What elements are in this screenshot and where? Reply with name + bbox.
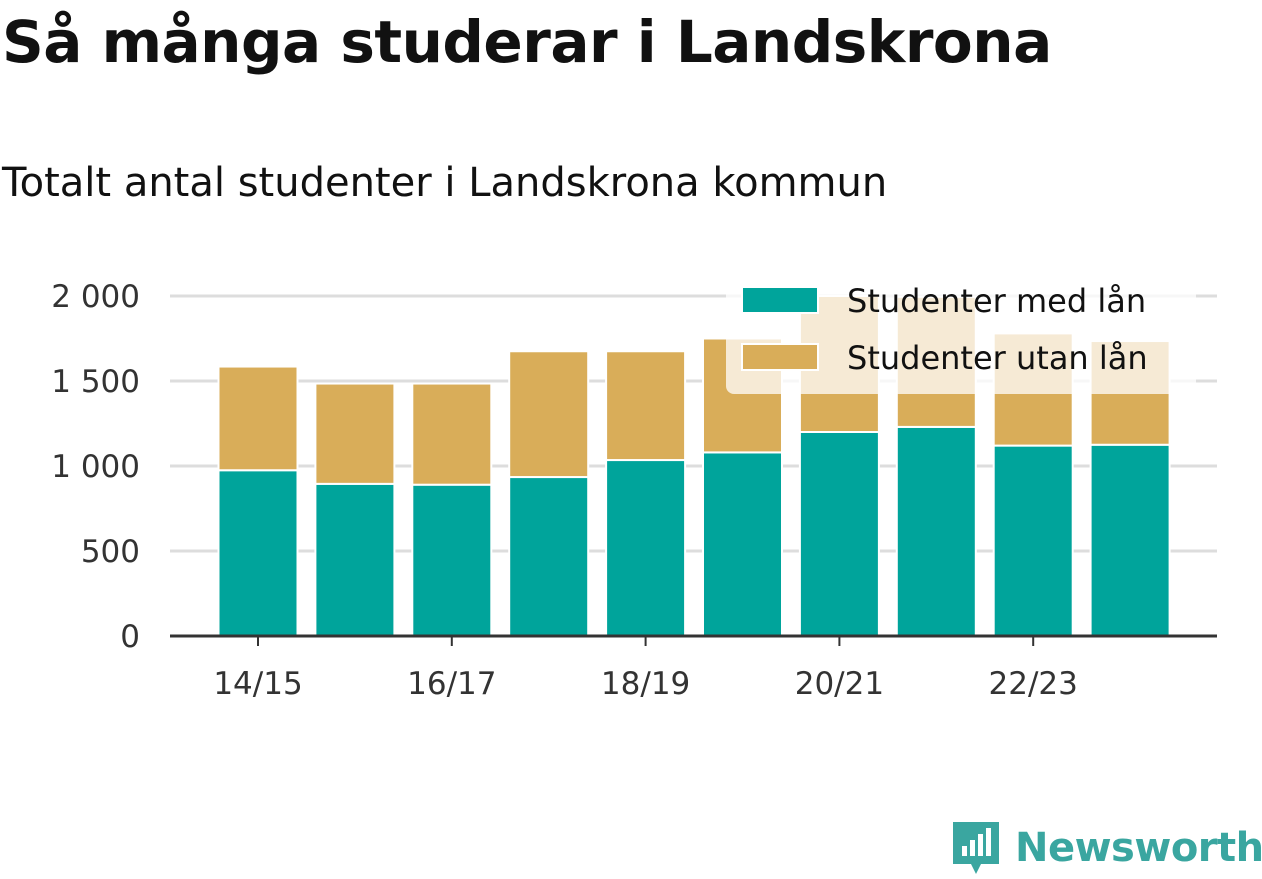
- bar-utan-lan: [314, 382, 396, 485]
- chart-subtitle: Totalt antal studenter i Landskrona komm…: [2, 160, 888, 206]
- brand-name: Newsworthy: [1015, 825, 1262, 871]
- newsworthy-brand: Newsworthy: [951, 818, 1262, 878]
- bar-med-lan: [508, 476, 590, 637]
- legend-box: [726, 270, 1196, 394]
- x-tick-label: 20/21: [795, 666, 884, 702]
- chart-title: Så många studerar i Landskrona: [2, 8, 1052, 76]
- y-tick-label: 1 000: [51, 449, 140, 485]
- bar-med-lan: [314, 482, 396, 637]
- x-tick-label: 16/17: [407, 666, 496, 702]
- bar-utan-lan: [217, 365, 299, 472]
- y-tick-label: 500: [81, 534, 140, 570]
- x-tick-label: 22/23: [989, 666, 1078, 702]
- bar-med-lan: [217, 469, 299, 637]
- x-tick-label: 18/19: [601, 666, 690, 702]
- bar-utan-lan: [605, 350, 687, 462]
- axes: 0 500 1 000 1 500 2 000 14/15 16/17 18/19 20/21 2…: [51, 279, 1217, 702]
- legend: Studenter med lån Studenter utan lån: [726, 270, 1196, 394]
- y-tick-label: 1 500: [51, 364, 140, 400]
- y-tick-label: 2 000: [51, 279, 140, 315]
- bar-med-lan: [1089, 443, 1171, 637]
- legend-swatch: [741, 343, 819, 371]
- y-tick-label: 0: [120, 619, 140, 655]
- bar-med-lan: [702, 451, 783, 637]
- bar-utan-lan: [411, 382, 493, 486]
- bar-chart-badge-icon: [953, 822, 999, 874]
- bar-med-lan: [411, 483, 493, 638]
- legend-label: Studenter utan lån: [847, 339, 1148, 377]
- x-tick-label: 14/15: [213, 666, 302, 702]
- bar-med-lan: [798, 431, 880, 637]
- bar-utan-lan: [508, 350, 590, 479]
- stacked-bar-chart: 0 500 1 000 1 500 2 000 14/15 16/17 18/19 20/21 2…: [51, 270, 1217, 702]
- bar-med-lan: [895, 425, 977, 637]
- legend-label: Studenter med lån: [847, 282, 1146, 320]
- bar-med-lan: [605, 459, 687, 637]
- bar-med-lan: [992, 444, 1074, 637]
- legend-swatch: [741, 286, 819, 314]
